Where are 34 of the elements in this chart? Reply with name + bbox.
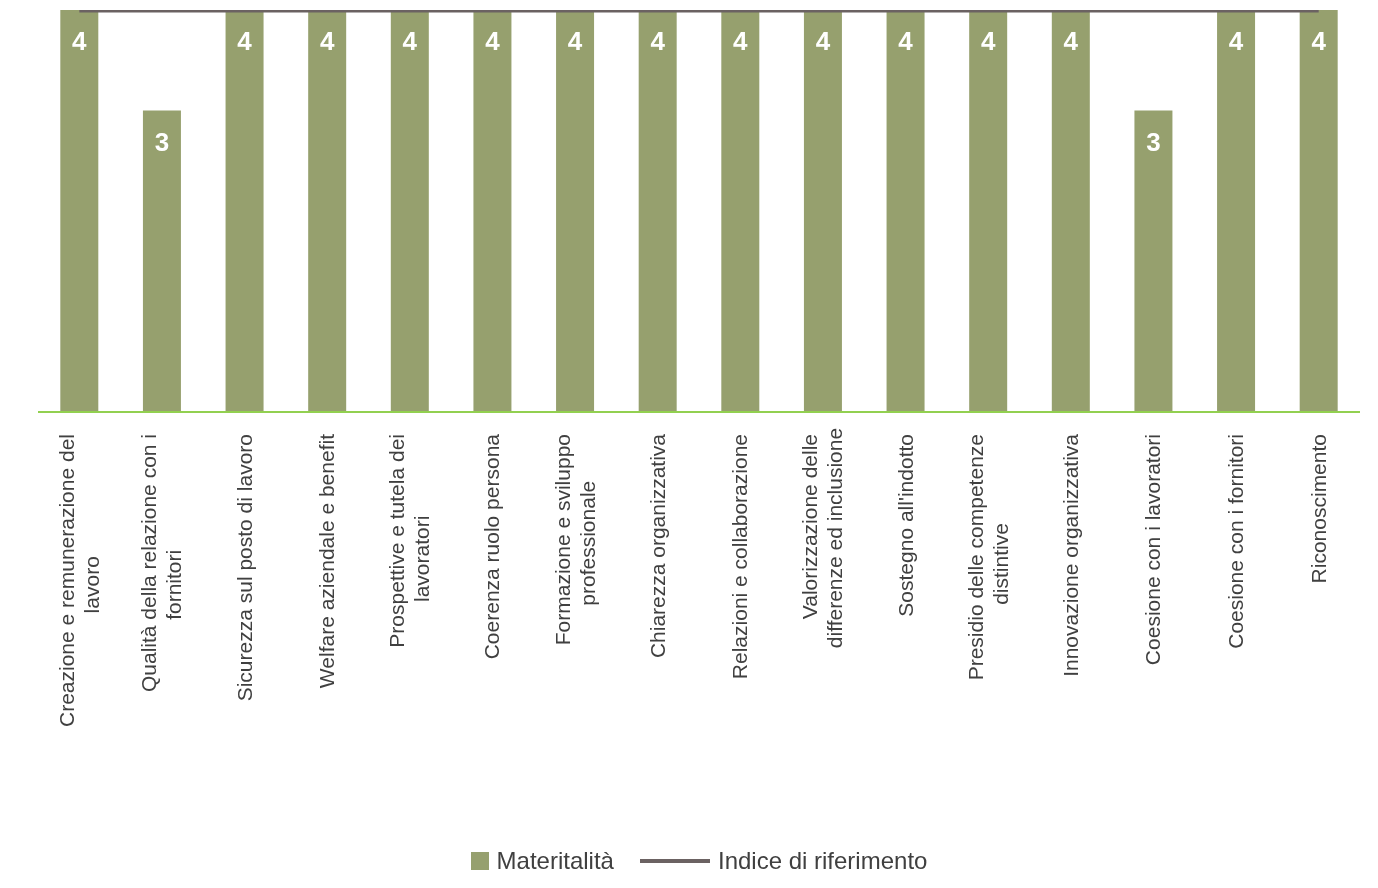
data-label: 4 xyxy=(733,26,749,56)
data-label: 3 xyxy=(154,126,170,157)
x-tick-label: Sicurezza sul posto di lavoro xyxy=(232,434,256,702)
data-label: 4 xyxy=(650,26,666,56)
data-label: 4 xyxy=(567,26,583,56)
x-tick-label: Coesione con i fornitori xyxy=(1224,434,1248,649)
data-label: 4 xyxy=(815,26,831,56)
x-tick-label: Formazione e sviluppo professionale xyxy=(550,434,599,646)
data-label: 3 xyxy=(1146,126,1161,157)
data-label: 4 xyxy=(1228,26,1244,56)
data-label: 4 xyxy=(319,26,335,56)
x-tick-label: Riconoscimento xyxy=(1306,434,1330,584)
x-tick-label: Coerenza ruolo persona xyxy=(480,433,504,660)
data-label: 4 xyxy=(402,26,418,56)
x-tick-label: Prospettive e tutela dei lavoratori xyxy=(385,434,434,648)
x-tick-label: Creazione e remunerazione del lavoro xyxy=(54,434,103,728)
x-tick-label: Welfare aziendale e benefit xyxy=(315,433,339,689)
data-label: 4 xyxy=(980,26,996,56)
data-label: 4 xyxy=(1311,26,1327,56)
data-label: 4 xyxy=(485,26,501,56)
x-tick-label: Qualità della relazione con i fornitori xyxy=(137,434,186,692)
x-tick-label: Sostegno all'indotto xyxy=(893,434,917,617)
legend-label: Indice di riferimento xyxy=(716,847,928,875)
data-label: 4 xyxy=(898,26,914,56)
x-tick-label: Innovazione organizzativa xyxy=(1058,433,1082,677)
data-label: 4 xyxy=(72,26,88,56)
legend-label: Materitalità xyxy=(495,847,614,875)
data-label: 4 xyxy=(1063,26,1079,56)
x-tick-label: Chiarezza organizzativa xyxy=(645,433,669,659)
x-tick-label: Relazioni e collaborazione xyxy=(728,434,752,680)
data-label: 4 xyxy=(237,26,253,56)
x-tick-label: Valorizzazione delle differenze ed inclusione xyxy=(798,427,847,649)
x-tick-label: Coesione con i lavoratori xyxy=(1141,434,1165,666)
x-tick-label: Presidio delle competenze distintive xyxy=(963,434,1012,681)
